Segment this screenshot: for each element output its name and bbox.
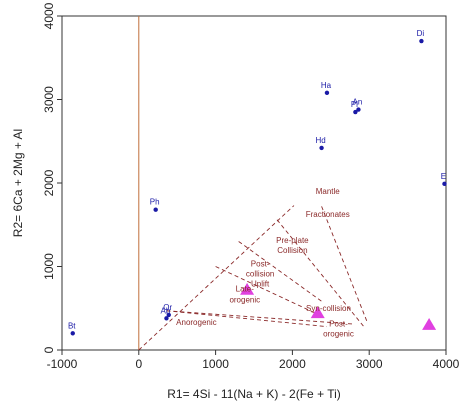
y-tick-label: 2000: [42, 169, 56, 196]
x-tick-label: 0: [135, 357, 142, 371]
field-label: Anorogenic: [176, 318, 216, 327]
sample-points: [240, 282, 437, 330]
field-boundary-line: [166, 310, 354, 325]
x-tick-label: 2000: [279, 357, 306, 371]
y-tick-label: 1000: [42, 253, 56, 280]
reference-point-label: Ha: [321, 81, 332, 90]
reference-point: [353, 109, 358, 115]
reference-point-label: Hd: [315, 136, 325, 145]
y-tick-label: 0: [42, 346, 56, 353]
field-label: orogenic: [323, 330, 354, 339]
reference-point: [442, 181, 447, 187]
sample-triangle: [422, 317, 437, 330]
x-tick-label: -1000: [47, 357, 78, 371]
reference-point-label: Di: [417, 29, 425, 38]
reference-point-label: Pl: [351, 100, 358, 109]
reference-point: [419, 38, 424, 44]
field-boundary-line: [238, 241, 324, 303]
field-label: collision: [246, 270, 274, 279]
reference-point-label: Or: [163, 303, 172, 312]
reference-point: [164, 316, 169, 321]
field-boundary-line: [166, 310, 328, 328]
reference-point: [319, 145, 324, 151]
field-boundary-lines: [138, 205, 369, 351]
field-boundary-line: [276, 219, 365, 327]
y-tick-label: 3000: [42, 86, 56, 113]
field-label: Fractionates: [306, 210, 350, 219]
sample-triangle: [310, 306, 325, 319]
axis-ticks: -1000 0 1000 2000 3000 4000 0 1000 2000 3000 4000: [42, 2, 460, 371]
field-label: Pre-plate: [276, 236, 309, 245]
x-tick-label: 1000: [202, 357, 229, 371]
field-label: Syn-collision: [306, 304, 351, 313]
x-axis-label: R1= 4Si - 11(Na + K) - 2(Fe + Ti): [167, 387, 341, 401]
field-boundary-line: [215, 266, 320, 316]
field-label: Post-: [329, 320, 348, 329]
sample-triangle: [240, 282, 255, 295]
field-label: Uplift: [251, 280, 270, 289]
field-boundary-line: [138, 205, 295, 351]
reference-point-label: Bt: [68, 321, 76, 330]
reference-point-label: An: [353, 98, 363, 107]
reference-point-label: Ab: [161, 306, 171, 315]
y-tick-label: 4000: [42, 2, 56, 29]
reference-point: [356, 107, 361, 112]
reference-point: [166, 312, 171, 318]
field-label: Late-: [236, 285, 255, 294]
reference-point-label: Ph: [150, 198, 160, 207]
y-axis-label: R2= 6Ca + 2Mg + Al: [11, 129, 25, 237]
field-label: Collision: [277, 246, 307, 255]
x-tick-label: 3000: [356, 357, 383, 371]
field-label: Post-: [251, 260, 270, 269]
reference-point: [324, 90, 330, 96]
reference-point: [153, 207, 158, 212]
x-tick-label: 4000: [433, 357, 460, 371]
reference-point: [70, 331, 75, 336]
field-label: Mantle: [316, 187, 341, 196]
field-label: orogenic: [229, 295, 260, 304]
reference-point-label: E: [441, 172, 446, 181]
